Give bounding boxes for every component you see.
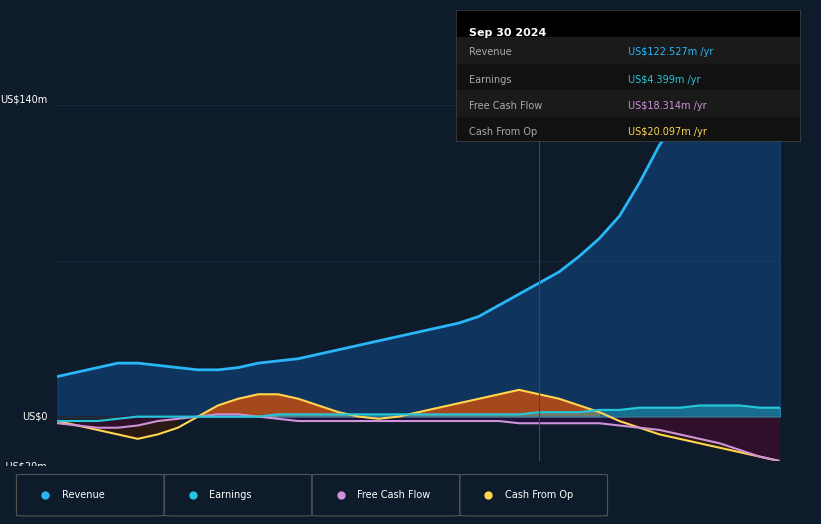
Text: US$4.399m /yr: US$4.399m /yr	[628, 75, 700, 85]
Text: Revenue: Revenue	[62, 490, 104, 500]
Text: Earnings: Earnings	[209, 490, 252, 500]
Text: US$0: US$0	[22, 411, 48, 422]
Text: Past: Past	[750, 123, 773, 133]
Text: Cash From Op: Cash From Op	[505, 490, 573, 500]
Bar	[456, 117, 800, 146]
Text: Revenue: Revenue	[470, 47, 512, 58]
Text: Cash From Op: Cash From Op	[470, 127, 538, 137]
Text: US$122.527m /yr: US$122.527m /yr	[628, 47, 713, 58]
Text: Sep 30 2024: Sep 30 2024	[470, 27, 547, 38]
Text: US$18.314m /yr: US$18.314m /yr	[628, 101, 707, 111]
Bar	[456, 64, 800, 93]
Text: Free Cash Flow: Free Cash Flow	[357, 490, 430, 500]
Text: US$20.097m /yr: US$20.097m /yr	[628, 127, 707, 137]
Text: Free Cash Flow: Free Cash Flow	[470, 101, 543, 111]
Text: Earnings: Earnings	[470, 75, 512, 85]
Text: -US$20m: -US$20m	[2, 461, 48, 471]
Bar	[456, 91, 800, 119]
Text: US$140m: US$140m	[0, 95, 48, 105]
Bar	[456, 37, 800, 66]
